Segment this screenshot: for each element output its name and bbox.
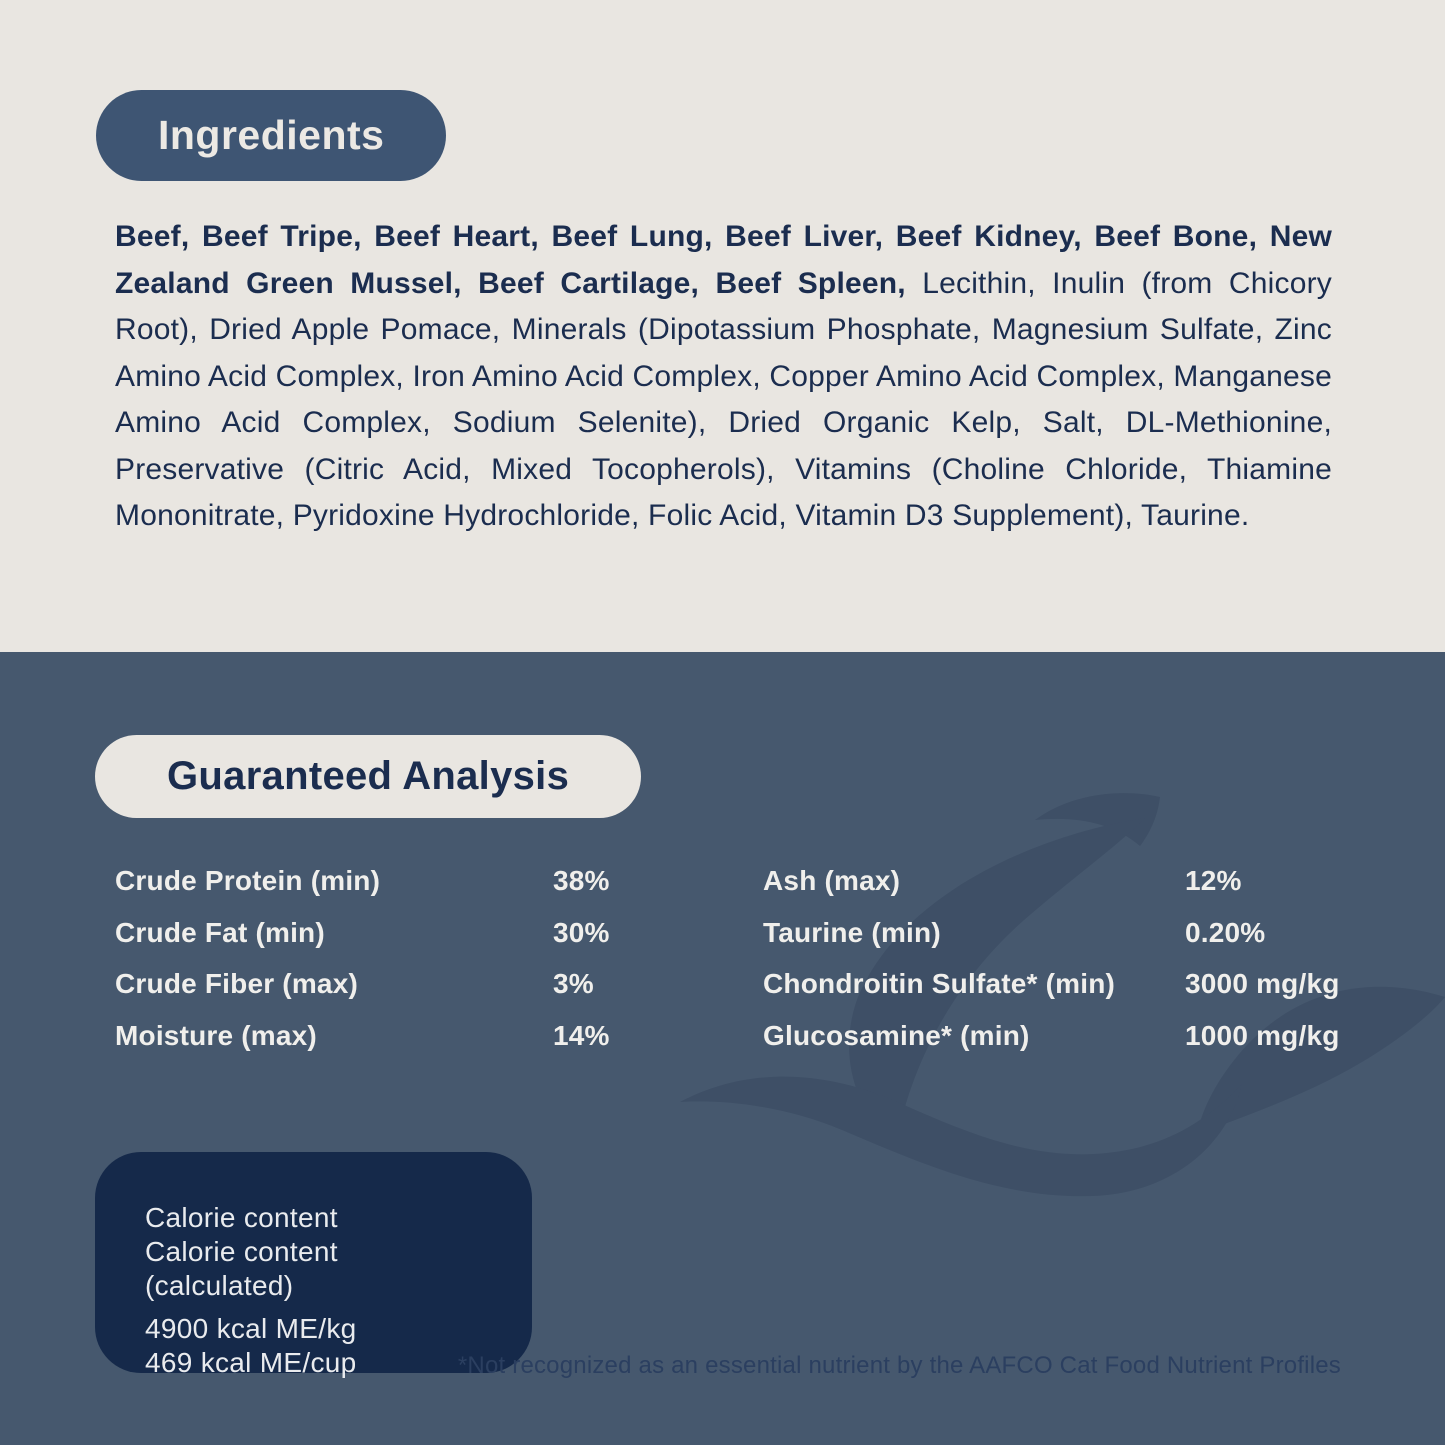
guaranteed-analysis-section: Guaranteed Analysis Crude Protein (min) … <box>0 652 1445 1445</box>
nutrient-label: Crude Fat (min) <box>115 916 325 948</box>
calorie-kcal-kg: 4900 kcal ME/kg <box>145 1313 357 1344</box>
calorie-content-subtitle: Calorie content (calculated) <box>145 1236 338 1301</box>
ingredients-bold-text: Beef, Beef Tripe, Beef Heart, Beef Lung,… <box>115 220 1332 300</box>
nutrient-label: Moisture (max) <box>115 1019 317 1051</box>
nutrient-label: Crude Protein (min) <box>115 865 381 896</box>
nutrient-value: 30% <box>553 916 610 948</box>
guaranteed-analysis-table: Crude Protein (min) 38% Ash (max) 12% Cr… <box>115 866 1340 1050</box>
nutrient-label: Taurine (min) <box>763 916 941 948</box>
ingredients-badge: Ingredients <box>96 90 447 181</box>
calorie-content-box: Calorie content Calorie content (calcula… <box>95 1152 532 1378</box>
calorie-content-title: Calorie content <box>145 1202 338 1233</box>
nutrient-value: 0.20% <box>1185 916 1266 948</box>
ingredients-text: Beef, Beef Tripe, Beef Heart, Beef Lung,… <box>115 214 1332 540</box>
nutrient-value: 14% <box>553 1019 610 1051</box>
ingredients-section: Ingredients Beef, Beef Tripe, Beef Heart… <box>0 0 1445 652</box>
ingredients-regular-text: Lecithin, Inulin (from Chicory Root), Dr… <box>115 266 1332 533</box>
nutrient-value: 3% <box>553 968 594 999</box>
nutrient-label: Ash (max) <box>763 865 901 896</box>
aafco-footnote: *Not recognized as an essential nutrient… <box>457 1352 1341 1379</box>
nutrient-label: Glucosamine* (min) <box>763 1019 1030 1051</box>
nutrient-label: Crude Fiber (max) <box>115 968 358 999</box>
nutrient-label: Chondroitin Sulfate* (min) <box>763 968 1116 999</box>
calorie-values: 4900 kcal ME/kg 469 kcal ME/cup <box>145 1312 492 1380</box>
calorie-kcal-cup: 469 kcal ME/cup <box>145 1347 357 1378</box>
guaranteed-analysis-badge: Guaranteed Analysis <box>95 735 642 818</box>
nutrient-value: 1000 mg/kg <box>1185 1019 1340 1051</box>
nutrient-value: 38% <box>553 865 610 896</box>
nutrient-value: 3000 mg/kg <box>1185 968 1340 999</box>
ingredients-badge-label: Ingredients <box>158 112 385 158</box>
guaranteed-analysis-badge-label: Guaranteed Analysis <box>167 754 570 798</box>
nutrient-value: 12% <box>1185 865 1242 896</box>
